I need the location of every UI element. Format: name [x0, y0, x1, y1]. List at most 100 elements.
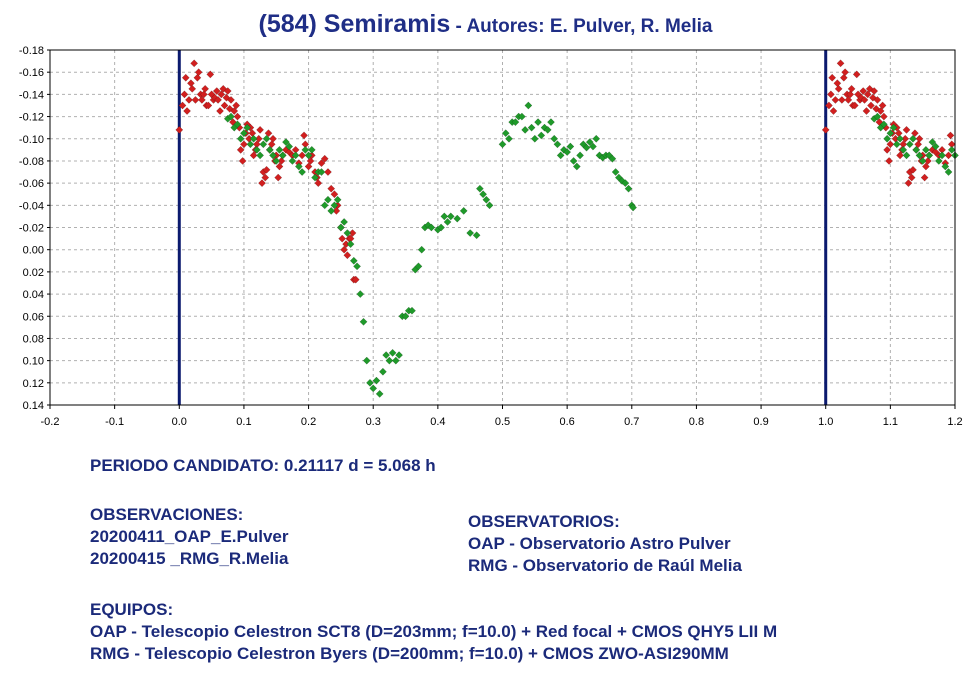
data-point-green — [608, 154, 617, 163]
data-point-red — [178, 101, 187, 110]
data-point-red — [338, 234, 347, 243]
equipos-title: EQUIPOS: — [90, 600, 174, 619]
data-point-red — [249, 151, 258, 160]
data-point-green — [414, 262, 423, 271]
data-point-red — [232, 101, 241, 110]
x-tick-label: -0.2 — [41, 416, 60, 428]
data-point-green — [576, 151, 585, 160]
data-point-green — [262, 134, 271, 143]
data-point-green — [537, 131, 546, 140]
data-point-green — [272, 156, 281, 165]
data-point-red — [298, 151, 307, 160]
data-point-red — [324, 168, 332, 176]
data-point-green — [505, 134, 513, 143]
data-point-red — [267, 140, 276, 149]
x-tick-label: 0.9 — [753, 416, 768, 428]
data-point-green — [243, 123, 252, 132]
data-point-red — [909, 165, 917, 174]
data-point-red — [180, 90, 189, 99]
data-point-red — [185, 95, 193, 104]
data-point-red — [340, 245, 349, 254]
data-point-red — [190, 59, 199, 68]
y-tick-label: -0.12 — [19, 112, 44, 124]
data-point-green — [589, 142, 597, 151]
y-tick-label: 0.12 — [23, 378, 44, 390]
data-point-green — [886, 129, 895, 138]
data-point-red — [860, 95, 869, 104]
data-point-green — [883, 134, 892, 143]
data-point-green — [265, 145, 274, 154]
data-point-green — [349, 256, 358, 265]
data-point-green — [941, 162, 950, 171]
data-point-red — [201, 84, 210, 93]
y-tick-label: 0.00 — [23, 245, 44, 257]
data-point-red — [837, 95, 846, 104]
data-point-red — [878, 101, 887, 110]
data-point-red — [269, 134, 277, 143]
data-point-red — [876, 107, 885, 115]
data-point-green — [559, 145, 568, 154]
data-point-green — [259, 140, 268, 149]
data-point-green — [466, 229, 475, 238]
data-point-green — [873, 112, 882, 121]
data-point-green — [256, 151, 265, 160]
data-point-red — [902, 125, 911, 134]
y-tick-label: 0.14 — [23, 400, 44, 412]
equipo-item: RMG - Telescopio Celestron Byers (D=200m… — [90, 644, 729, 663]
title-object: (584) Semiramis — [258, 10, 451, 38]
data-point-red — [193, 73, 202, 82]
data-point-red — [920, 173, 929, 182]
data-point-green — [385, 356, 394, 365]
data-point-red — [256, 125, 265, 134]
data-point-red — [317, 159, 326, 168]
data-point-red — [839, 73, 848, 82]
data-point-green — [366, 378, 374, 387]
x-tick-label: 0.2 — [301, 416, 316, 428]
data-point-green — [556, 151, 565, 160]
data-point-green — [534, 118, 543, 127]
data-point-green — [459, 206, 468, 215]
data-point-green — [592, 134, 601, 143]
data-point-green — [938, 151, 947, 160]
data-point-green — [281, 138, 290, 147]
data-point-green — [401, 312, 410, 321]
y-tick-labels: -0.18 -0.16 -0.14 -0.12 -0.10 -0.08 -0.06 -0.04… — [19, 45, 50, 412]
period-markers — [177, 50, 828, 405]
data-point-green — [372, 376, 381, 385]
y-tick-label: -0.06 — [19, 178, 44, 190]
data-point-green — [301, 145, 310, 154]
data-point-red — [217, 90, 226, 99]
data-point-red — [186, 79, 195, 88]
data-point-red — [883, 145, 892, 154]
data-point-green — [501, 129, 510, 138]
data-point-red — [225, 104, 234, 113]
data-point-green — [582, 143, 591, 152]
data-point-red — [865, 84, 874, 93]
data-point-green — [249, 134, 258, 143]
data-point-green — [928, 138, 937, 147]
y-tick-label: -0.10 — [19, 134, 44, 146]
data-point-green — [340, 217, 349, 226]
data-point-red — [188, 84, 197, 93]
data-point-green — [921, 145, 930, 154]
x-tick-label: 0.1 — [236, 416, 251, 428]
y-tick-label: -0.16 — [19, 67, 44, 79]
data-point-green — [453, 214, 462, 223]
data-point-green — [275, 145, 284, 154]
data-point-red — [227, 95, 235, 104]
data-point-green — [572, 162, 581, 171]
data-point-green — [517, 112, 526, 121]
data-point-red — [236, 145, 245, 154]
data-point-green — [524, 101, 533, 110]
data-point-green — [569, 156, 578, 165]
data-point-red — [332, 206, 341, 215]
data-point-red — [223, 87, 232, 96]
data-point-green — [527, 123, 536, 132]
data-point-red — [831, 95, 840, 104]
data-point-green — [317, 168, 326, 176]
data-point-green — [547, 118, 555, 127]
data-point-green — [288, 156, 297, 165]
data-point-red — [306, 156, 315, 165]
data-point-red — [836, 59, 845, 68]
y-tick-label: -0.04 — [19, 200, 44, 212]
